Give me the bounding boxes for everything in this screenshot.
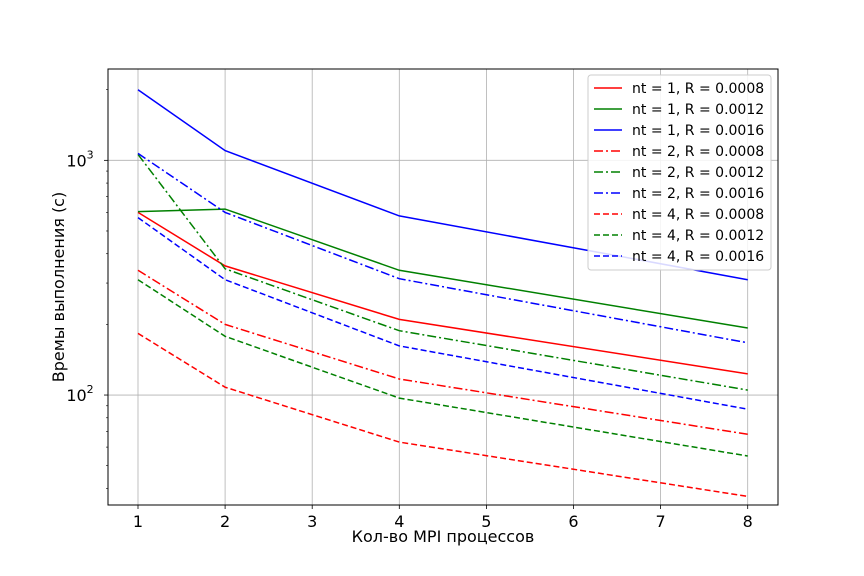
x-tick-label: 7: [656, 512, 666, 531]
series-line-6: [137, 152, 748, 344]
y-tick-base: 10: [66, 386, 86, 405]
legend-box: [587, 74, 772, 271]
series-line-5: [137, 153, 748, 391]
legend-label: nt = 2, R = 0.0012: [632, 165, 764, 181]
series-line-9: [137, 216, 748, 410]
legend-label: nt = 2, R = 0.0016: [632, 186, 764, 202]
y-tick-label: 102: [66, 383, 93, 405]
y-tick-exponent: 3: [87, 148, 94, 161]
legend-label: nt = 1, R = 0.0016: [632, 123, 764, 139]
x-tick-label: 8: [743, 512, 753, 531]
x-axis-label: Кол-во MPI процессов: [352, 527, 535, 546]
legend-label: nt = 1, R = 0.0012: [632, 102, 764, 118]
legend-label: nt = 4, R = 0.0008: [632, 207, 764, 223]
plot-area-frame: [107, 68, 779, 506]
legend-label: nt = 2, R = 0.0008: [632, 144, 764, 160]
legend: nt = 1, R = 0.0008 nt = 1, R = 0.0012 nt =…: [587, 74, 772, 271]
series-line-4: [137, 269, 748, 436]
series-line-2: [137, 208, 748, 329]
series-line-3: [137, 89, 748, 281]
series-lines: [137, 89, 748, 498]
legend-label: nt = 1, R = 0.0008: [632, 81, 764, 97]
x-tick-label: 2: [220, 512, 230, 531]
series-line-7: [137, 332, 748, 498]
legend-label: nt = 4, R = 0.0016: [632, 249, 764, 265]
x-tick-label: 6: [568, 512, 578, 531]
y-tick-exponent: 2: [87, 383, 94, 396]
y-axis-label: Времы выполнения (с): [49, 192, 68, 382]
x-tick-label: 1: [133, 512, 143, 531]
legend-label: nt = 4, R = 0.0012: [632, 228, 764, 244]
x-axis-ticks: 1 2 3 4 5 6 7 8: [133, 505, 753, 531]
series-line-1: [137, 211, 748, 375]
y-tick-base: 10: [66, 151, 86, 170]
y-tick-label: 103: [66, 148, 93, 170]
x-tick-label: 3: [307, 512, 317, 531]
x-tick-label: 5: [481, 512, 491, 531]
x-tick-label: 4: [394, 512, 404, 531]
